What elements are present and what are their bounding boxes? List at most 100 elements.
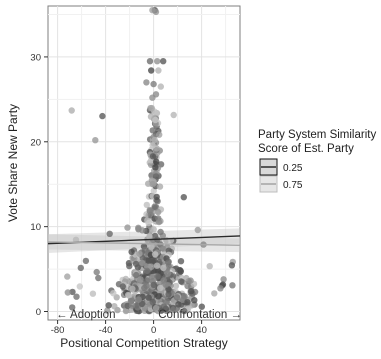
data-point: [148, 67, 155, 74]
data-point: [68, 107, 75, 114]
data-point: [154, 273, 161, 280]
data-point: [170, 306, 177, 313]
data-point: [217, 285, 224, 292]
data-point: [150, 281, 157, 289]
data-point: [136, 250, 143, 257]
legend-title-line-1: Party System Similarity: [258, 129, 376, 141]
data-point: [157, 228, 164, 236]
data-point: [76, 283, 84, 290]
data-point: [92, 137, 99, 144]
data-point: [172, 282, 180, 290]
annotation-adoption: ← Adoption: [56, 309, 115, 321]
data-point: [157, 284, 164, 292]
data-point: [124, 291, 132, 299]
data-point: [149, 127, 156, 134]
data-point: [175, 301, 182, 308]
y-axis-title: Vote Share New Party: [6, 104, 20, 222]
data-point: [206, 263, 213, 270]
data-point: [132, 260, 140, 268]
data-point: [160, 264, 167, 272]
data-point: [184, 282, 191, 290]
data-point: [157, 83, 164, 90]
data-point: [128, 302, 136, 309]
x-tick-label: -40: [99, 325, 113, 336]
data-point: [180, 194, 187, 201]
data-point: [153, 158, 160, 165]
data-point: [89, 290, 97, 297]
data-point: [151, 136, 158, 144]
data-point: [143, 267, 151, 274]
data-point: [191, 297, 198, 304]
data-point: [198, 303, 205, 310]
data-point: [82, 257, 90, 265]
axes: -80 -40 0 40 0 10 20 30: [30, 52, 206, 336]
legend-label-0-75: 0.75: [283, 180, 303, 191]
data-point: [211, 290, 218, 297]
data-point: [124, 224, 131, 231]
data-point: [128, 248, 135, 256]
y-tick-label: 0: [36, 307, 41, 318]
data-point: [105, 302, 112, 309]
x-axis-title: Positional Competition Strategy: [60, 336, 227, 350]
data-point: [139, 254, 146, 262]
data-point: [148, 257, 155, 264]
annotation-confrontation: Confrontation →: [158, 309, 242, 321]
x-tick-label: -80: [51, 325, 65, 336]
data-point: [104, 307, 111, 314]
legend: Party System Similarity Score of Est. Pa…: [258, 129, 376, 193]
data-point: [149, 299, 157, 306]
x-tick-label: 40: [196, 325, 207, 336]
data-point: [69, 288, 76, 296]
data-point: [178, 278, 185, 285]
y-tick-label: 30: [30, 52, 41, 63]
data-point: [106, 230, 113, 237]
data-point: [64, 289, 72, 296]
data-point: [156, 183, 164, 190]
data-points: [64, 7, 236, 315]
data-point: [69, 304, 76, 311]
data-point: [146, 233, 153, 240]
data-point: [93, 268, 100, 276]
data-point: [146, 58, 154, 65]
data-point: [153, 262, 161, 269]
data-point: [165, 259, 172, 266]
data-point: [139, 259, 146, 267]
data-point: [133, 302, 140, 309]
data-point: [160, 245, 167, 252]
confidence-band-0-25: [48, 228, 240, 253]
data-point: [155, 208, 162, 216]
data-point: [188, 288, 195, 295]
data-point: [153, 193, 160, 201]
data-point: [126, 262, 133, 270]
data-point: [149, 153, 157, 160]
data-point: [152, 304, 160, 312]
data-point: [148, 243, 155, 250]
data-point: [194, 226, 201, 234]
data-point: [149, 142, 156, 149]
x-tick-label: 0: [151, 325, 156, 336]
data-point: [73, 293, 80, 300]
data-point: [149, 180, 156, 188]
data-point: [158, 307, 165, 314]
data-point: [143, 201, 150, 209]
data-point: [64, 273, 71, 280]
data-point: [146, 207, 154, 215]
data-point: [187, 277, 194, 284]
data-point: [176, 266, 184, 274]
fit-line-0-75: [47, 241, 241, 247]
data-point: [139, 227, 146, 234]
data-point: [135, 296, 142, 303]
data-point: [95, 274, 102, 282]
data-point: [173, 294, 181, 301]
data-point: [137, 276, 144, 283]
data-point: [152, 116, 159, 124]
data-point: [110, 290, 117, 297]
data-point: [145, 294, 152, 301]
data-point: [177, 258, 185, 265]
data-point: [150, 80, 157, 88]
data-point: [162, 281, 170, 288]
data-point: [155, 67, 162, 74]
data-point: [141, 284, 148, 292]
data-point: [152, 91, 160, 98]
